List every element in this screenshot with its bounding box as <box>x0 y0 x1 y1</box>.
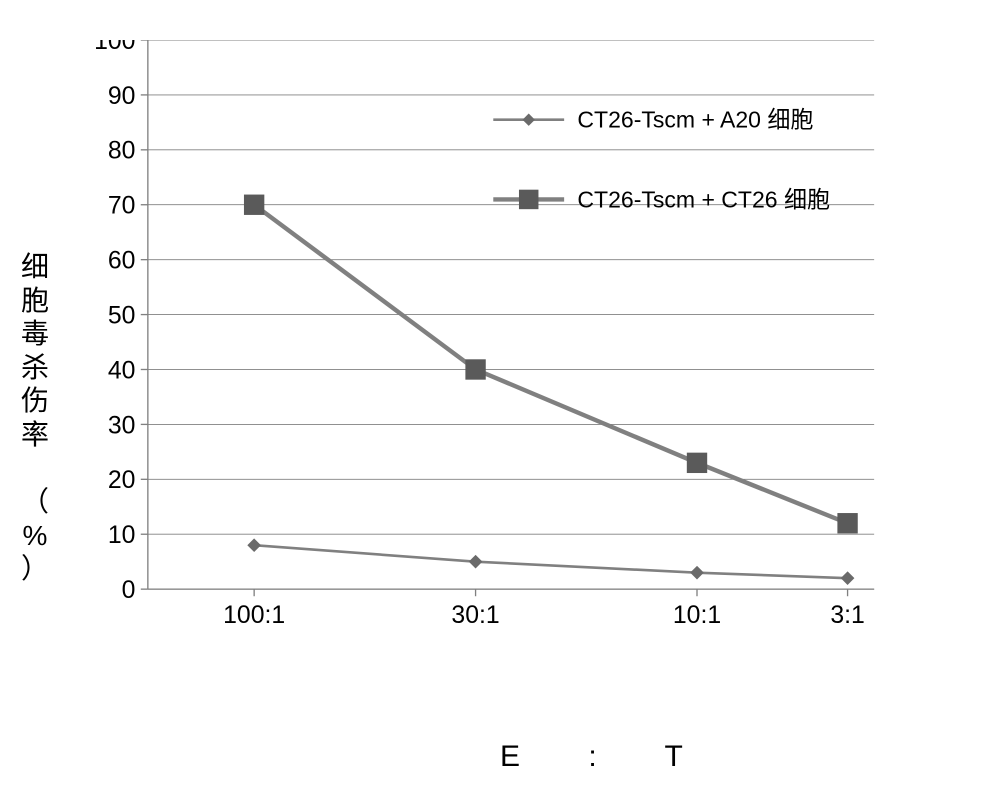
legend-label: CT26-Tscm + A20 细胞 <box>577 107 813 133</box>
x-tick-label: 30:1 <box>451 602 499 629</box>
y-tick-label: 0 <box>122 577 136 604</box>
marker-diamond <box>469 555 481 567</box>
x-tick-label: 3:1 <box>830 602 864 629</box>
y-tick-label: 20 <box>108 467 136 494</box>
y-axis-title: 细胞毒杀伤率（%） <box>20 250 50 586</box>
legend-label: CT26-Tscm + CT26 细胞 <box>577 186 830 212</box>
y-tick-label: 40 <box>108 357 136 384</box>
chart-container: 细胞毒杀伤率（%） 0 10 20 30 40 50 60 70 80 90 100 100:1 30:… <box>0 0 1000 785</box>
y-tick-label: 60 <box>108 248 136 275</box>
y-tick-label: 70 <box>108 193 136 220</box>
series-line <box>254 205 847 524</box>
y-tick-label: 80 <box>108 138 136 165</box>
x-axis-title-text: E : T <box>500 740 713 773</box>
y-tick-label: 50 <box>108 302 136 329</box>
marker-square <box>838 514 857 533</box>
x-axis-title: E : T <box>500 740 900 774</box>
marker-diamond <box>248 539 260 551</box>
x-tick-label: 100:1 <box>223 602 285 629</box>
series-line <box>254 545 847 578</box>
legend-marker-square <box>519 190 538 209</box>
y-tick-label: 10 <box>108 522 136 549</box>
marker-diamond <box>691 566 703 578</box>
y-tick-label: 30 <box>108 412 136 439</box>
y-tick-label: 90 <box>108 83 136 110</box>
marker-square <box>244 195 263 214</box>
y-axis-title-text: 细胞毒杀伤率（%） <box>20 250 50 586</box>
plot-area: 0 10 20 30 40 50 60 70 80 90 100 100:1 30:1 10:1 3:1 CT… <box>70 40 890 660</box>
y-tick-label: 100 <box>94 40 135 55</box>
marker-square <box>687 453 706 472</box>
x-tick-label: 10:1 <box>673 602 721 629</box>
marker-square <box>466 360 485 379</box>
marker-diamond <box>841 572 853 584</box>
legend-marker-diamond <box>523 114 535 126</box>
